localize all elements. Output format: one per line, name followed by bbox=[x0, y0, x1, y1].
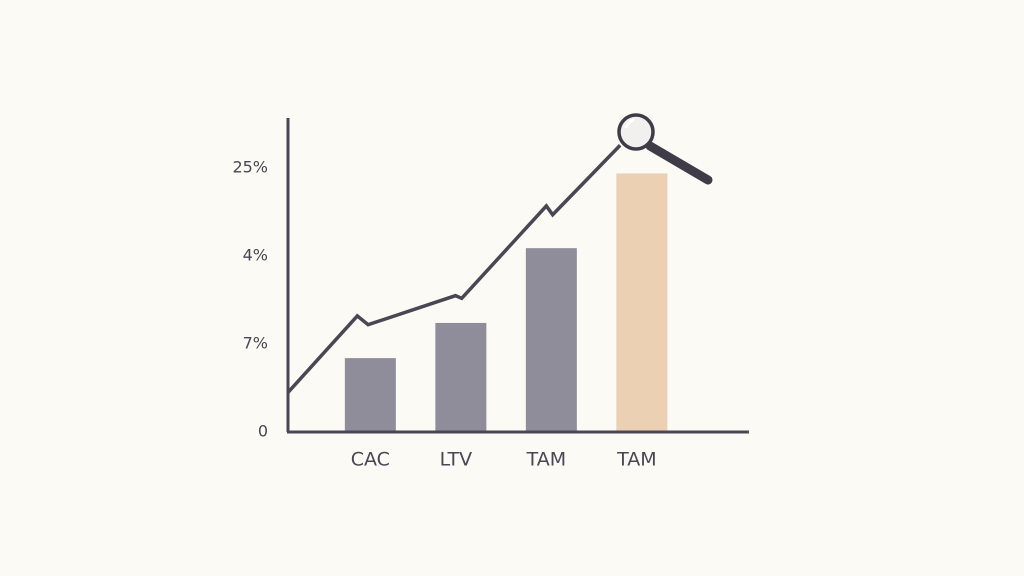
magnifier-handle bbox=[645, 141, 713, 185]
magnifier bbox=[617, 113, 713, 185]
magnifier-lens bbox=[617, 113, 655, 151]
trend-line bbox=[286, 144, 622, 394]
x-tick-label: CAC bbox=[351, 449, 390, 471]
x-tick-label: TAM bbox=[616, 449, 657, 471]
bar bbox=[435, 322, 487, 432]
y-axis-label: 4% bbox=[243, 246, 268, 265]
y-axis-label: 0 bbox=[258, 422, 268, 441]
bar bbox=[344, 358, 396, 432]
y-axis-label: 25% bbox=[232, 158, 268, 177]
x-tick-label: TAM bbox=[526, 449, 567, 471]
plot bbox=[286, 144, 668, 433]
bar bbox=[616, 173, 668, 433]
bar bbox=[525, 248, 577, 432]
y-axis-label: 7% bbox=[243, 334, 268, 353]
magnifier-glare bbox=[624, 118, 635, 129]
x-tick-label: LTV bbox=[440, 449, 473, 471]
